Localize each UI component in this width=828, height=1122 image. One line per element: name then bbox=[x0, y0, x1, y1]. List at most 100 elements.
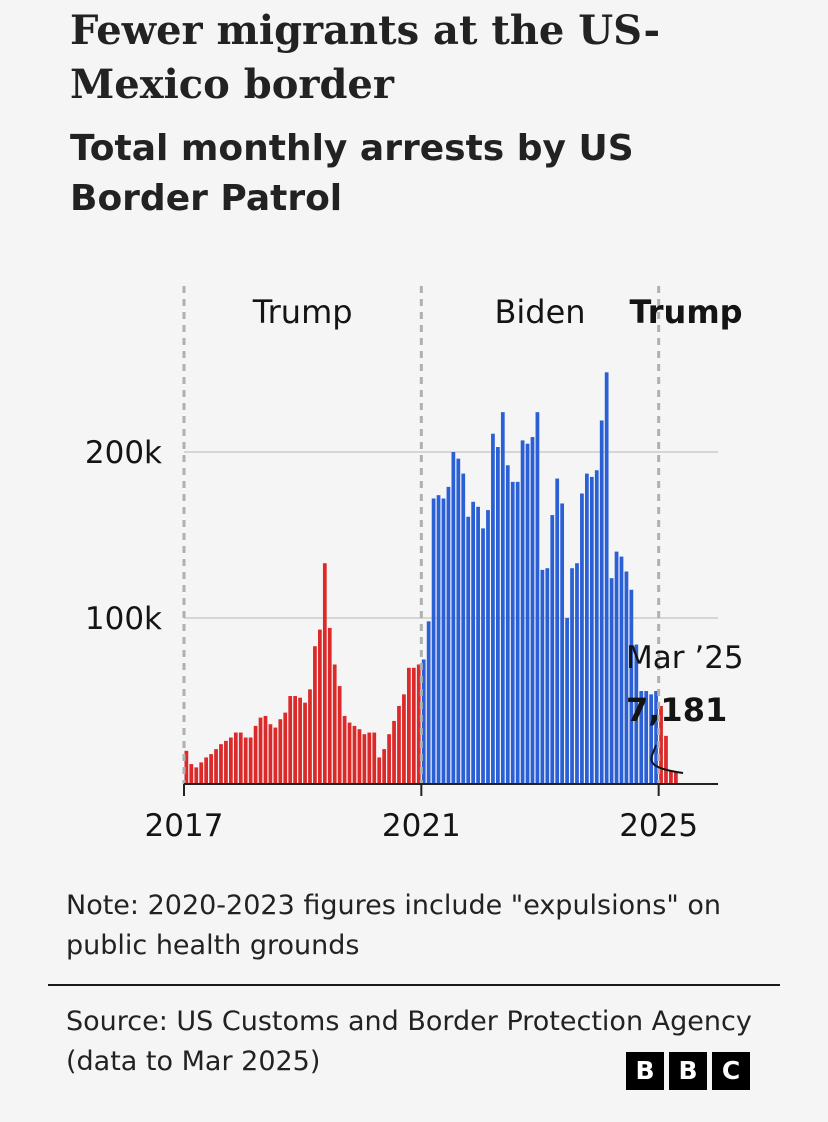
axes: 2017 2021 2025 bbox=[145, 783, 718, 844]
bar bbox=[664, 735, 668, 784]
period-label: Trump bbox=[252, 293, 353, 331]
bar bbox=[599, 420, 604, 784]
annotation-value: 7,181 bbox=[626, 691, 727, 729]
bar bbox=[575, 563, 579, 784]
bar bbox=[273, 727, 278, 784]
bar bbox=[520, 440, 525, 784]
footer-divider bbox=[48, 984, 780, 986]
bar bbox=[585, 473, 589, 784]
annotation-pointer bbox=[650, 744, 684, 774]
bbc-logo-letter: B bbox=[669, 1052, 707, 1090]
bbc-logo-letter: B bbox=[626, 1052, 664, 1090]
bar bbox=[649, 694, 654, 784]
bar bbox=[570, 568, 574, 784]
bar bbox=[402, 694, 406, 784]
bar bbox=[456, 458, 461, 784]
bar bbox=[293, 696, 298, 784]
bar bbox=[322, 563, 327, 784]
bar bbox=[580, 493, 584, 784]
bar bbox=[243, 737, 248, 784]
bar bbox=[436, 495, 441, 784]
bar bbox=[515, 481, 520, 784]
bar-chart: 100k 200k Trump Biden Trump 2017 2021 2025 Ma… bbox=[85, 286, 744, 844]
annotation: Mar ’25 7,181 bbox=[626, 640, 744, 774]
bar bbox=[535, 412, 540, 784]
period-label: Trump bbox=[629, 293, 742, 331]
bar bbox=[451, 452, 456, 784]
bar bbox=[253, 725, 258, 784]
bar bbox=[594, 470, 599, 784]
bar bbox=[263, 715, 268, 784]
bar bbox=[199, 762, 204, 784]
bar bbox=[629, 589, 634, 784]
bar bbox=[624, 571, 629, 784]
bar bbox=[644, 691, 649, 784]
bar bbox=[303, 702, 307, 784]
bbc-logo-letter: C bbox=[712, 1052, 750, 1090]
bar bbox=[426, 621, 431, 784]
bar bbox=[446, 486, 451, 784]
bar bbox=[510, 481, 515, 784]
bar bbox=[214, 749, 218, 784]
chart-subtitle: Total monthly arrests by US Border Patro… bbox=[70, 128, 634, 219]
bar bbox=[669, 770, 673, 784]
bar bbox=[589, 476, 594, 784]
bar bbox=[466, 516, 471, 784]
bar bbox=[382, 749, 387, 784]
bar bbox=[367, 732, 372, 784]
bar bbox=[416, 664, 421, 784]
bar bbox=[204, 757, 209, 784]
bar bbox=[219, 744, 223, 784]
annotation-label: Mar ’25 bbox=[626, 640, 744, 676]
bar bbox=[530, 437, 535, 784]
x-tick-label: 2021 bbox=[382, 808, 461, 844]
bar bbox=[327, 627, 332, 784]
x-tick-label: 2025 bbox=[619, 808, 698, 844]
bar bbox=[634, 644, 639, 784]
bar bbox=[229, 737, 233, 784]
bar bbox=[560, 503, 565, 784]
bar bbox=[550, 515, 555, 784]
bar bbox=[486, 510, 490, 784]
bar bbox=[233, 732, 238, 784]
bar bbox=[614, 551, 619, 784]
bar bbox=[407, 667, 411, 784]
bar bbox=[248, 737, 253, 784]
bar bbox=[639, 691, 644, 784]
bar bbox=[209, 754, 213, 784]
bar bbox=[278, 719, 283, 784]
bar bbox=[238, 732, 243, 784]
bar bbox=[224, 740, 228, 784]
period-dividers: Trump Biden Trump bbox=[182, 286, 743, 784]
bar bbox=[491, 433, 495, 784]
bar bbox=[308, 689, 312, 784]
bar bbox=[674, 772, 678, 784]
gridlines: 100k 200k bbox=[85, 435, 718, 637]
bar bbox=[194, 767, 199, 784]
bbc-logo: B B C bbox=[626, 1052, 750, 1090]
note-text: Note: 2020-2023 figures include "expulsi… bbox=[66, 890, 721, 961]
bar bbox=[337, 686, 342, 784]
y-tick-label: 200k bbox=[85, 435, 162, 471]
bar bbox=[441, 498, 446, 784]
bars bbox=[184, 372, 678, 784]
bar bbox=[431, 498, 436, 784]
bar bbox=[313, 646, 317, 784]
bar bbox=[397, 705, 401, 784]
bar bbox=[392, 720, 396, 784]
bar bbox=[421, 659, 426, 784]
bar bbox=[362, 734, 367, 784]
bar bbox=[372, 732, 377, 784]
bar bbox=[500, 412, 505, 784]
bar bbox=[283, 712, 288, 784]
bar bbox=[476, 506, 480, 784]
bar bbox=[352, 725, 357, 784]
bar bbox=[184, 750, 189, 784]
bar bbox=[471, 501, 476, 784]
chart-title: Fewer migrants at the US-Mexico border bbox=[70, 7, 661, 108]
bar bbox=[268, 724, 273, 784]
bar bbox=[332, 664, 337, 784]
bar bbox=[342, 715, 347, 784]
bar bbox=[481, 528, 485, 784]
bar bbox=[525, 443, 530, 784]
